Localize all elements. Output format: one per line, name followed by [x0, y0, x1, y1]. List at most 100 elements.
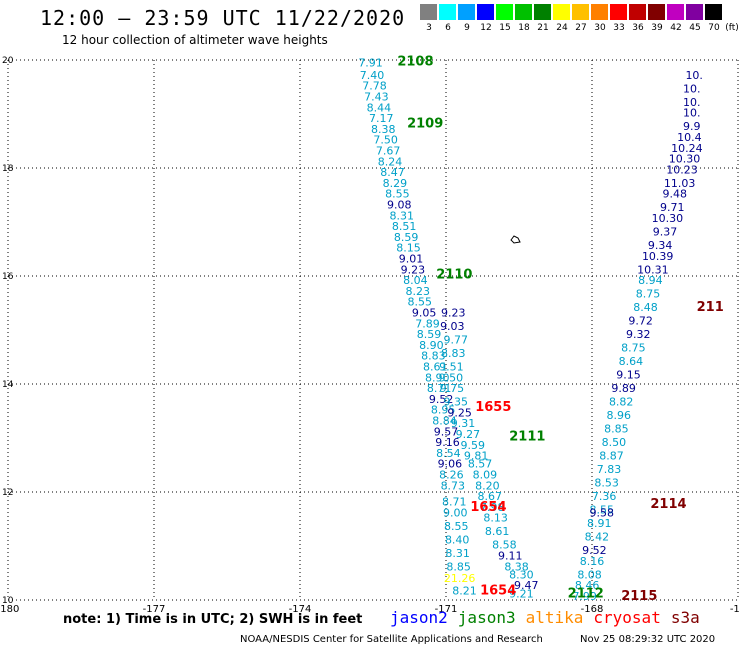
wave-height-value: 7.67 — [376, 145, 401, 158]
wave-height-value: 10. — [685, 69, 703, 82]
wave-height-value: 8.26 — [439, 469, 464, 482]
scale-label: 42 — [670, 23, 682, 33]
map-title: 12:00 – 23:59 UTC 11/22/2020 — [40, 6, 406, 30]
satellite-legend-altika: altika — [525, 608, 584, 627]
wave-height-value: 9.59 — [461, 439, 486, 452]
wave-height-value: 8.75 — [621, 342, 646, 355]
wave-height-value: 8.61 — [423, 361, 448, 374]
pass-time-label: 2108 — [397, 54, 433, 69]
scale-label: 6 — [445, 23, 451, 33]
wave-height-value: 9.89 — [611, 382, 636, 395]
wave-height-value: 8.44 — [367, 101, 392, 114]
wave-height-value: 9.47 — [514, 579, 539, 592]
scale-label: 9 — [464, 23, 470, 33]
lat-tick-label: 18 — [2, 164, 14, 174]
scale-label: 18 — [518, 23, 530, 33]
wave-height-value: 8.96 — [607, 409, 632, 422]
wave-height-value: 8.46 — [575, 579, 600, 592]
pass-time-label: 2111 — [509, 430, 545, 445]
scale-swatch — [667, 4, 684, 20]
wave-height-value: 7.98 — [480, 501, 505, 514]
wave-height-value: 7.99 — [572, 590, 597, 603]
wave-height-value: 8.55 — [385, 188, 410, 201]
wave-height-value: 8.85 — [604, 423, 629, 436]
scale-label: 39 — [651, 23, 663, 33]
wave-height-value: 10. — [683, 107, 701, 120]
wave-height-value: 8.50 — [602, 436, 627, 449]
lat-tick-label: 12 — [2, 488, 13, 498]
wave-height-value: 8.55 — [589, 504, 614, 517]
wave-height-value: 9.03 — [440, 320, 465, 333]
map-subtitle: 12 hour collection of altimeter wave hei… — [62, 33, 328, 47]
wave-height-value: 8.57 — [468, 458, 493, 471]
island-marker — [510, 235, 521, 244]
pass-time-label: 2115 — [621, 589, 657, 604]
wave-height-value: 8.20 — [475, 479, 500, 492]
scale-swatch — [572, 4, 589, 20]
wave-height-value: 9.05 — [412, 307, 437, 320]
wave-height-value: 8.58 — [492, 539, 517, 552]
wave-height-value: 8.15 — [396, 242, 421, 255]
wave-height-value: 9.23 — [401, 263, 426, 276]
wave-height-value: 9.31 — [451, 417, 476, 430]
wave-height-value: 10.24 — [671, 142, 703, 155]
scale-swatch — [458, 4, 475, 20]
wave-height-value: 8.53 — [594, 477, 619, 490]
wave-height-value: 8.61 — [485, 525, 510, 538]
wave-height-value: 9.34 — [648, 239, 673, 252]
pass-labels: 2108 2109 2110 2111 2112 1655 1654 1654 2114 2115… — [397, 54, 723, 604]
pass-time-label: 1654 — [480, 584, 516, 599]
wave-height-value: 10.30 — [669, 153, 701, 166]
wave-height-value: 21.26 — [444, 572, 476, 585]
scale-swatch — [648, 4, 665, 20]
lat-tick-label: 14 — [2, 380, 14, 390]
satellite-legend: jason2 jason3 altika cryosat s3a — [390, 608, 710, 627]
wave-height-value: 8.83 — [421, 350, 446, 363]
satellite-legend-jason3: jason3 — [457, 608, 516, 627]
wave-height-value: 8.23 — [406, 285, 431, 298]
wave-height-value: 8.84 — [432, 415, 457, 428]
wave-height-value: 8.73 — [441, 479, 466, 492]
wave-height-value: 7.78 — [362, 80, 387, 93]
map-tick-labels: -180 -177 -174 -171 -168 -16 20 18 16 14 12 10 — [0, 56, 740, 615]
wave-height-value: 8.47 — [380, 166, 405, 179]
scale-swatch — [591, 4, 608, 20]
satellite-legend-cryosat: cryosat — [593, 608, 661, 627]
wave-height-value: 9.00 — [443, 506, 468, 519]
wave-height-value: 8.48 — [633, 301, 658, 314]
wave-height-value: 8.31 — [445, 547, 470, 560]
lon-tick-label: -171 — [435, 604, 458, 615]
wave-height-value: 9.16 — [435, 436, 460, 449]
wave-height-value: 8.91 — [587, 517, 612, 530]
scale-label: 70 — [708, 23, 720, 33]
wave-height-value: 8.83 — [441, 347, 466, 360]
wave-height-value: 7.43 — [364, 91, 389, 104]
scale-label: 12 — [480, 23, 492, 33]
wave-height-value: 8.54 — [436, 447, 461, 460]
scale-label: 33 — [613, 23, 625, 33]
scale-swatch — [439, 4, 456, 20]
wave-height-value: 9.25 — [447, 406, 472, 419]
scale-swatch — [686, 4, 703, 20]
lon-tick-label: -180 — [0, 604, 19, 615]
wave-height-value: 9.75 — [440, 382, 465, 395]
satellite-legend-s3a: s3a — [670, 608, 700, 627]
scale-label: 15 — [499, 23, 511, 33]
wave-height-value: 9.27 — [456, 428, 481, 441]
wave-height-value: 8.21 — [452, 585, 477, 598]
wave-height-value: 9.72 — [628, 315, 653, 328]
wave-height-value: 8.38 — [371, 123, 396, 136]
wave-height-value: 8.04 — [403, 274, 428, 287]
wave-height-value: 8.24 — [378, 155, 403, 168]
scale-swatch — [629, 4, 646, 20]
wave-height-value: 7.17 — [369, 112, 394, 125]
wave-height-value: 8.67 — [478, 490, 503, 503]
wave-height-value: 7.89 — [415, 317, 440, 330]
wave-height-value: 8.13 — [483, 512, 508, 525]
wave-height-value: 9.11 — [498, 550, 523, 563]
scale-swatch — [553, 4, 570, 20]
wave-height-value: 10.39 — [642, 250, 674, 263]
lon-tick-label: -174 — [289, 604, 312, 615]
scale-swatch — [515, 4, 532, 20]
scale-label: 36 — [632, 23, 644, 33]
